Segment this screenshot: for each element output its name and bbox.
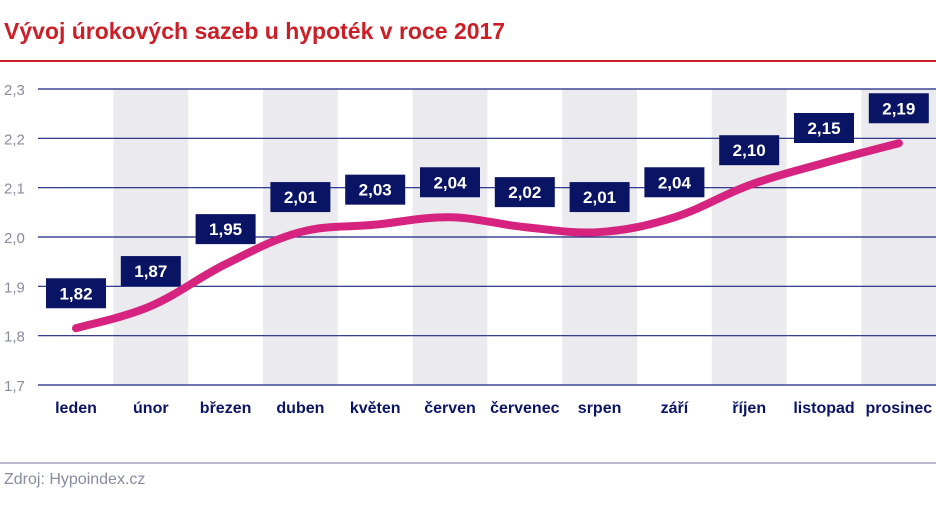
source-divider (0, 462, 936, 464)
data-label-text: 2,01 (583, 188, 616, 207)
x-tick-label: červenec (490, 400, 559, 417)
x-tick-label: listopad (793, 400, 854, 417)
data-label: 2,10 (719, 135, 780, 166)
data-label-box (420, 167, 480, 198)
data-label: 2,04 (644, 167, 705, 198)
x-tick-label: srpen (578, 400, 622, 417)
data-label: 2,01 (569, 182, 630, 213)
x-tick-label: březen (200, 400, 252, 417)
y-tick-label: 1,9 (4, 279, 25, 296)
data-label-box (644, 167, 705, 198)
data-label-text: 2,10 (733, 141, 766, 160)
x-tick-label: červen (424, 400, 476, 417)
data-label-box (46, 278, 106, 309)
y-tick-label: 2,3 (4, 82, 25, 99)
y-axis-tick-labels: 1,7 1,8 1,9 2,0 2,1 2,2 2,3 (4, 82, 25, 395)
data-label: 1,82 (46, 278, 106, 309)
data-label-text: 2,19 (882, 99, 915, 118)
x-tick-label: září (661, 400, 689, 417)
data-label: 2,19 (868, 93, 929, 124)
line-chart: 1,7 1,8 1,9 2,0 2,1 2,2 2,3 1,82 1,87 1,95 2,01 2,… (4, 82, 936, 417)
data-labels: 1,82 1,87 1,95 2,01 2,03 2,04 2,02 2,01 2,04 2,10… (46, 93, 929, 309)
x-tick-label: květen (350, 400, 401, 417)
data-series (72, 139, 903, 333)
y-tick-label: 1,8 (4, 329, 25, 346)
data-label-box (345, 174, 406, 205)
data-label-text: 1,82 (59, 284, 92, 303)
data-label-box (270, 182, 331, 213)
data-label: 2,15 (794, 113, 854, 143)
data-label-box (494, 177, 555, 208)
data-label-text: 2,15 (807, 119, 840, 138)
x-tick-label: leden (55, 400, 97, 417)
source-note: Zdroj: Hypoindex.cz (4, 471, 146, 488)
data-label-text: 1,87 (134, 262, 167, 281)
data-label-text: 1,95 (209, 220, 242, 239)
y-tick-label: 2,1 (4, 181, 25, 198)
data-label-box (120, 256, 181, 287)
y-tick-label: 1,7 (4, 378, 25, 395)
title-divider (0, 60, 936, 62)
data-label-box (794, 113, 854, 143)
data-label-text: 2,04 (433, 173, 467, 192)
gridlines (38, 88, 936, 386)
data-label: 2,03 (345, 174, 406, 205)
data-label-text: 2,02 (508, 183, 541, 202)
data-label-box (719, 135, 780, 166)
data-label: 2,04 (420, 167, 480, 198)
data-label-text: 2,01 (284, 188, 317, 207)
x-axis-tick-labels: leden únor březen duben květen červen červenec… (55, 400, 932, 417)
data-label-text: 2,04 (658, 173, 692, 192)
data-label-box (195, 214, 256, 245)
y-tick-label: 2,0 (4, 230, 25, 247)
data-label: 1,87 (120, 256, 181, 287)
data-label-box (569, 182, 630, 213)
data-label-text: 2,03 (359, 181, 392, 200)
x-tick-label: prosinec (865, 400, 932, 417)
data-label: 2,02 (494, 177, 555, 208)
x-tick-label: únor (133, 400, 169, 417)
x-tick-label: duben (276, 400, 324, 417)
data-label: 2,01 (270, 182, 331, 213)
y-tick-label: 2,2 (4, 131, 25, 148)
chart-title: Vývoj úrokových sazeb u hypoték v roce 2… (4, 18, 506, 44)
x-tick-label: říjen (732, 400, 766, 417)
series-line (72, 139, 903, 333)
data-label: 1,95 (195, 214, 256, 245)
data-label-box (868, 93, 929, 124)
